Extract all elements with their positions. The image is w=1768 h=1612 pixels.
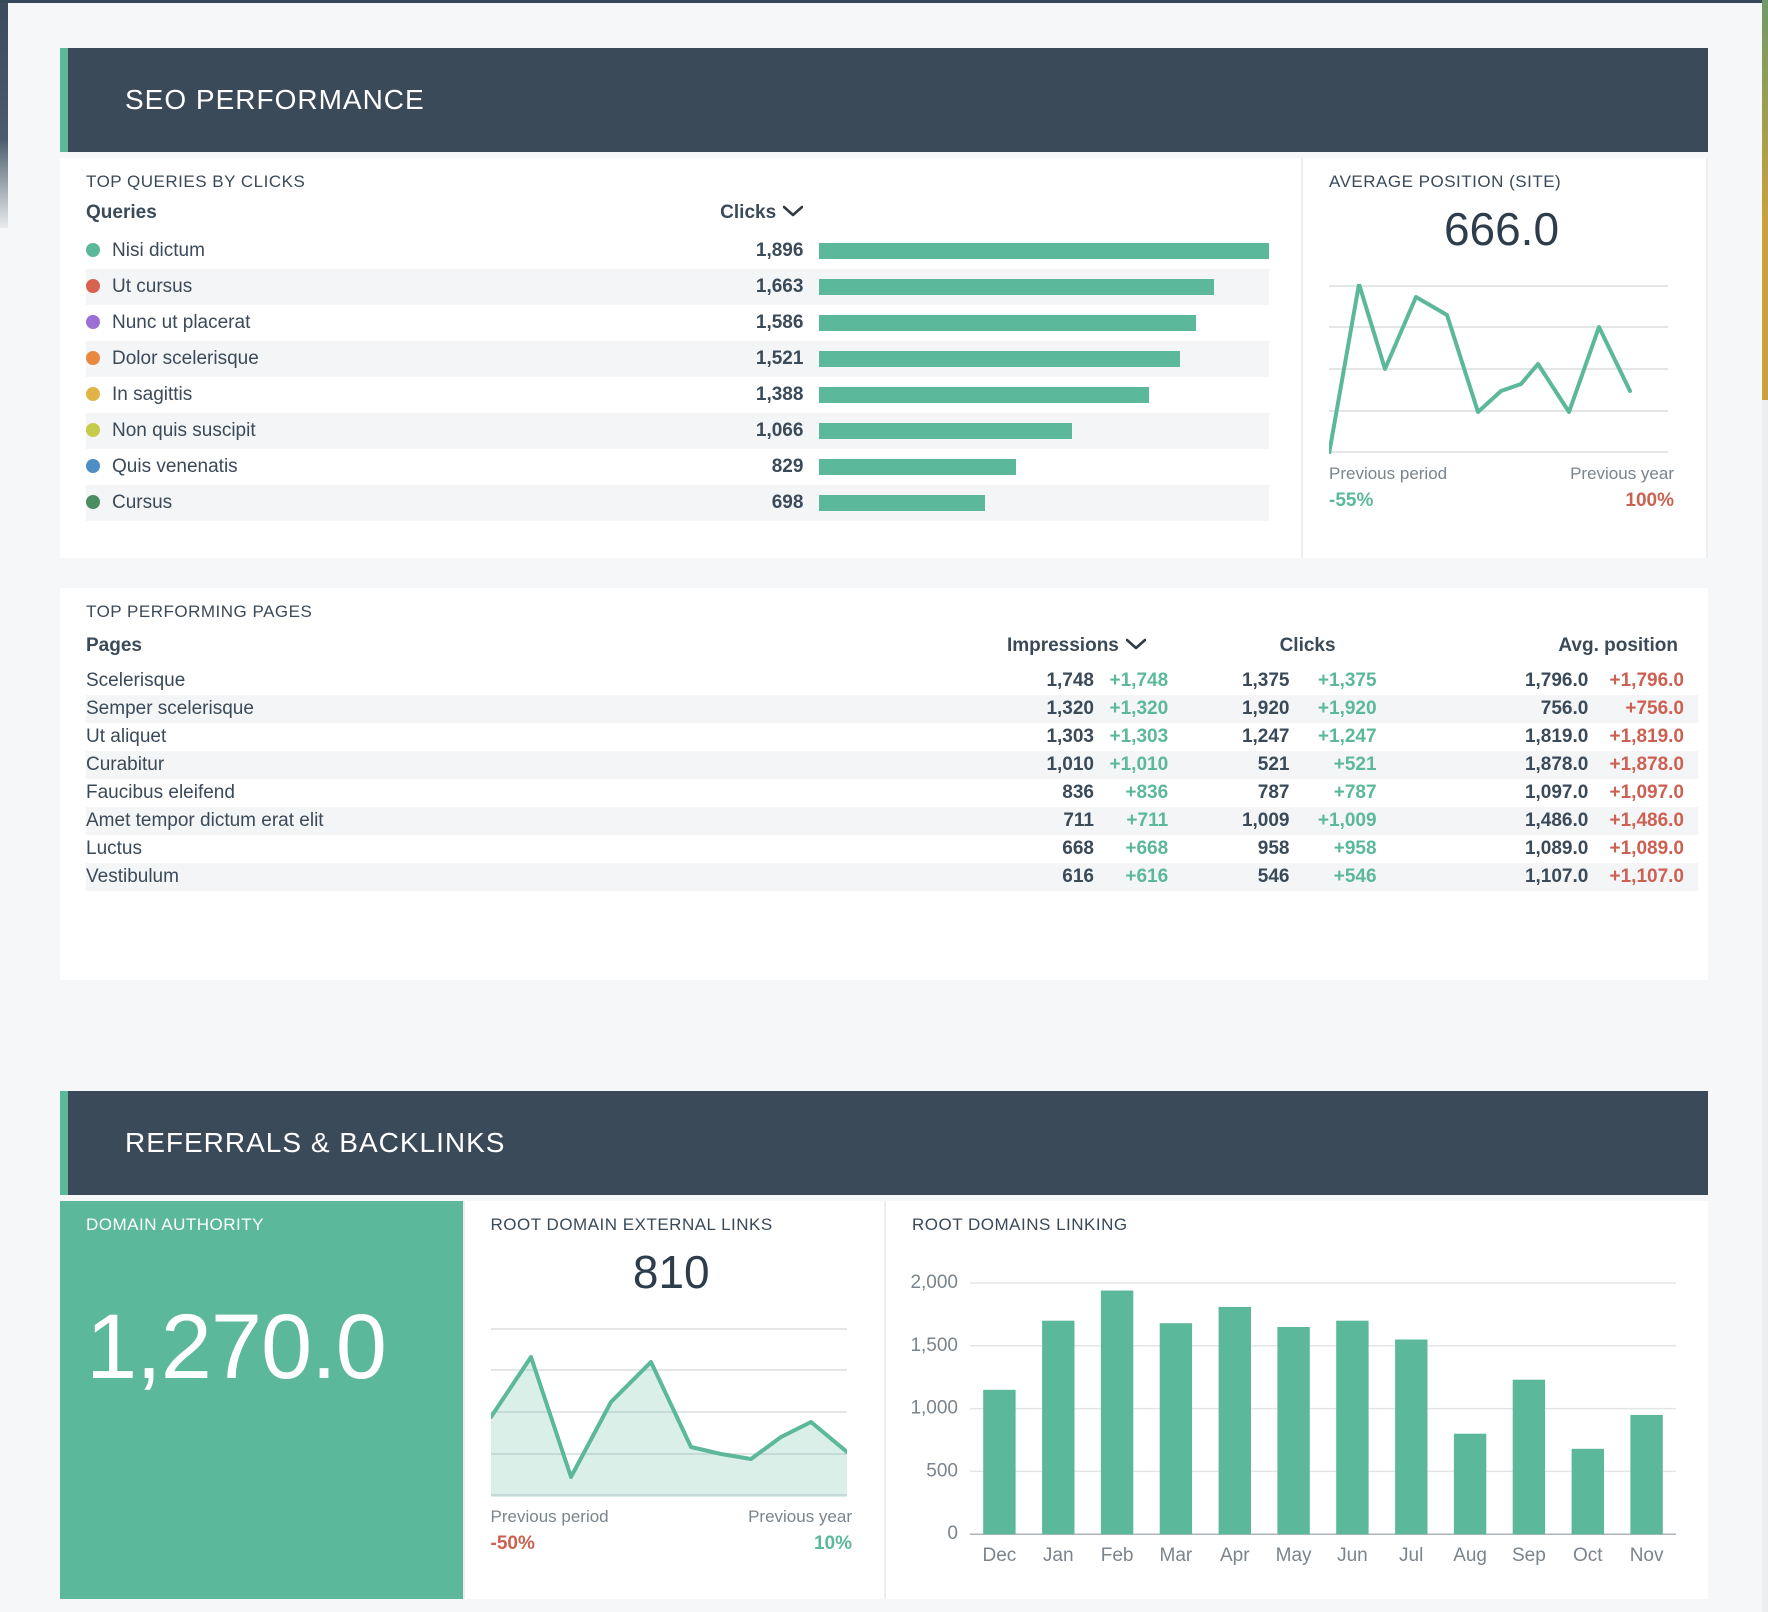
- svg-text:Apr: Apr: [1220, 1545, 1250, 1566]
- svg-text:Jul: Jul: [1399, 1545, 1423, 1566]
- svg-text:1,000: 1,000: [910, 1398, 958, 1419]
- svg-text:1,500: 1,500: [910, 1335, 958, 1356]
- svg-text:Sep: Sep: [1512, 1545, 1546, 1566]
- svg-text:Aug: Aug: [1453, 1545, 1487, 1566]
- svg-text:2,000: 2,000: [910, 1272, 958, 1293]
- svg-text:Mar: Mar: [1160, 1545, 1193, 1566]
- svg-text:500: 500: [926, 1460, 958, 1481]
- svg-text:Dec: Dec: [983, 1545, 1017, 1566]
- svg-text:Nov: Nov: [1630, 1545, 1664, 1566]
- svg-text:Feb: Feb: [1101, 1545, 1134, 1566]
- svg-text:Jan: Jan: [1043, 1545, 1074, 1566]
- svg-text:Oct: Oct: [1573, 1545, 1603, 1566]
- svg-text:Jun: Jun: [1337, 1545, 1368, 1566]
- svg-text:May: May: [1276, 1545, 1312, 1566]
- svg-text:0: 0: [947, 1523, 958, 1544]
